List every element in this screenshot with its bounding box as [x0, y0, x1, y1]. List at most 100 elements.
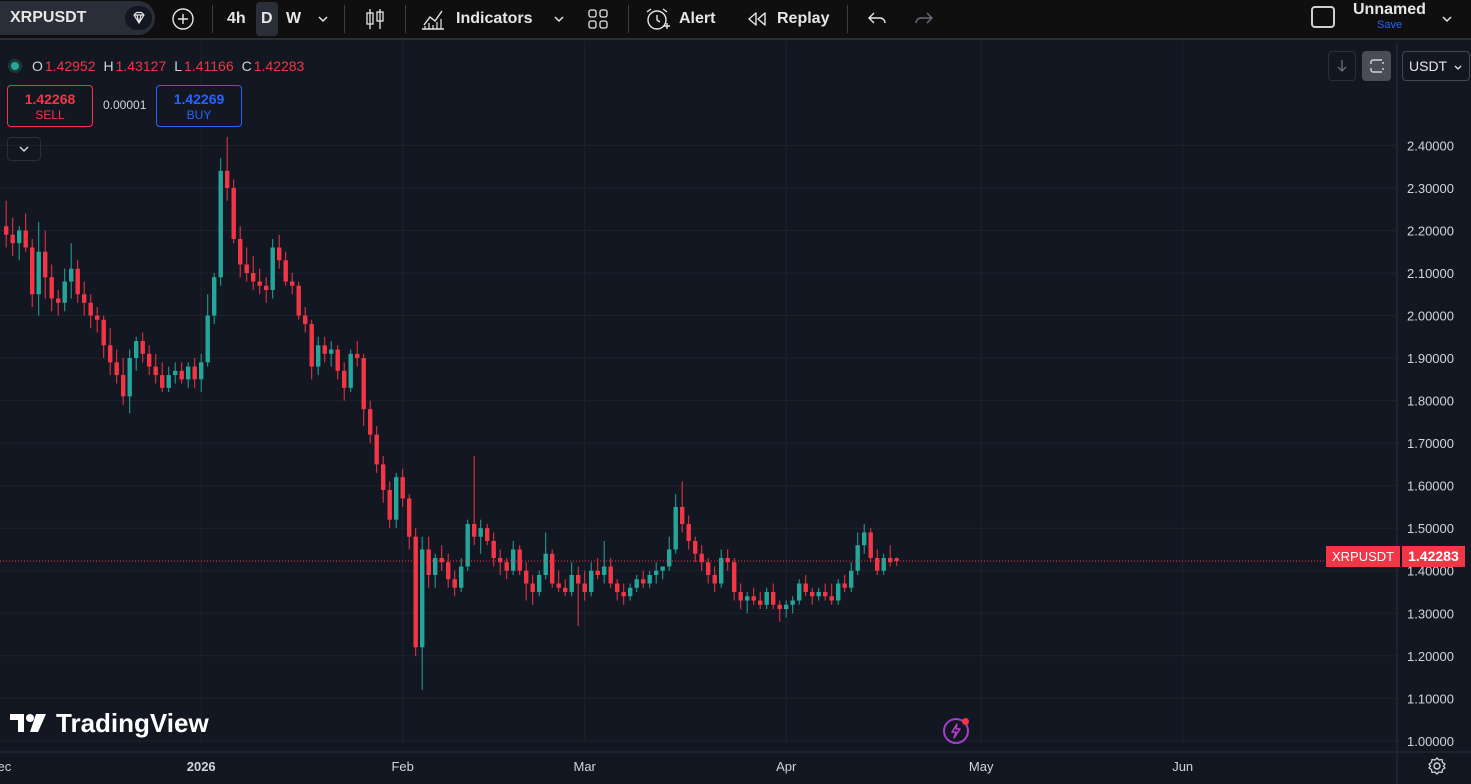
candle	[881, 553, 886, 575]
candle-body	[491, 540, 496, 558]
symbol-search-button[interactable]: XRPUSDT	[0, 1, 155, 35]
candle	[556, 570, 561, 593]
candle	[296, 281, 301, 320]
sell-button[interactable]: 1.42268 SELL	[7, 85, 93, 127]
candle-body	[335, 349, 340, 371]
candle-body	[186, 366, 191, 380]
candle-body	[485, 528, 490, 541]
candle	[621, 583, 626, 605]
candle-body	[699, 553, 704, 563]
candle-body	[218, 170, 223, 278]
redo-button[interactable]	[913, 0, 935, 38]
timeframe-4h[interactable]: 4h	[227, 10, 246, 27]
price-tick-label: 1.80000	[1407, 394, 1454, 409]
close-value: 1.42283	[253, 58, 305, 74]
candle-body	[30, 247, 35, 295]
candle-body	[251, 272, 256, 282]
lightning-icon[interactable]	[943, 718, 969, 744]
layout-checkbox[interactable]	[1311, 6, 1335, 28]
timeframe-w[interactable]: W	[286, 10, 302, 27]
price-tick-label: 1.30000	[1407, 606, 1454, 621]
candle-body	[550, 553, 555, 584]
layout-menu-dropdown[interactable]	[1441, 0, 1453, 38]
candle	[712, 566, 717, 593]
price-chart[interactable]: 2.40000 2.30000 2.20000 2.10000 2.00000 1.900…	[0, 42, 1471, 784]
high-value: 1.43127	[115, 58, 167, 74]
candle	[608, 557, 613, 588]
candle-body	[498, 557, 503, 563]
candle-body	[602, 566, 607, 575]
collapse-legend-button[interactable]	[7, 137, 41, 161]
timeframe-d[interactable]: D	[256, 2, 278, 36]
indicators-dropdown[interactable]	[553, 0, 565, 38]
candle	[537, 570, 542, 597]
tradingview-logo[interactable]: TradingView	[10, 707, 209, 739]
compare-symbol-button[interactable]	[171, 0, 195, 38]
candle-body	[855, 545, 860, 571]
sell-price: 1.42268	[24, 91, 76, 107]
candle-body	[381, 464, 386, 490]
candle	[316, 336, 321, 376]
candle	[582, 570, 587, 601]
candle-body	[621, 592, 626, 597]
download-button[interactable]	[1328, 51, 1356, 81]
candle	[641, 570, 646, 588]
candle-body	[667, 549, 672, 567]
indicators-button[interactable]: Indicators	[420, 0, 532, 38]
candle	[212, 272, 217, 325]
candle	[868, 528, 873, 563]
candle-body	[504, 562, 509, 571]
currency-value: USDT	[1409, 58, 1448, 74]
undo-button[interactable]	[866, 0, 888, 38]
price-axis[interactable]: 2.40000 2.30000 2.20000 2.10000 2.00000 1.900…	[1407, 138, 1454, 748]
sync-button[interactable]	[1362, 51, 1391, 81]
candle-body	[69, 268, 74, 282]
save-link[interactable]: Save	[1377, 19, 1403, 31]
currency-select[interactable]: USDT	[1402, 51, 1470, 81]
candle-body	[712, 574, 717, 584]
candle-body	[576, 574, 581, 584]
candle-body	[816, 592, 821, 597]
candle-body	[49, 277, 54, 299]
layout-name[interactable]: Unnamed	[1353, 1, 1426, 18]
candle	[88, 294, 93, 329]
candle	[784, 600, 789, 618]
candle	[660, 566, 665, 580]
buy-button[interactable]: 1.42269 BUY	[156, 85, 242, 127]
tradingview-logo-icon	[10, 714, 46, 732]
candle	[693, 536, 698, 563]
replay-button[interactable]: Replay	[746, 0, 829, 38]
market-status-icon[interactable]	[8, 59, 22, 73]
timeframe-dropdown[interactable]	[317, 0, 329, 38]
diamond-icon[interactable]	[125, 6, 152, 30]
alert-button[interactable]: Alert	[644, 0, 715, 38]
candle-body	[725, 557, 730, 563]
candle	[186, 362, 191, 388]
candle-body	[719, 557, 724, 584]
candle-body	[894, 558, 899, 562]
candle-body	[563, 587, 568, 593]
candle	[654, 562, 659, 584]
gear-icon[interactable]	[1427, 756, 1447, 776]
candle	[543, 532, 548, 580]
candle-body	[56, 298, 61, 303]
notification-dot	[962, 718, 969, 725]
spread-value: 0.00001	[103, 98, 147, 112]
layout-button[interactable]	[587, 0, 609, 38]
candle-body	[615, 583, 620, 593]
candle-body	[95, 315, 100, 320]
time-tick-label: Feb	[391, 759, 413, 774]
candle-body	[582, 583, 587, 593]
candle	[758, 592, 763, 610]
candle-body	[199, 362, 204, 380]
candle-body	[82, 294, 87, 303]
candle-body	[543, 553, 548, 575]
candle	[517, 545, 522, 575]
candle-body	[511, 549, 516, 571]
time-tick-label: Apr	[776, 759, 797, 774]
time-axis[interactable]: Dec 2026 Feb Mar Apr May Jun	[0, 759, 1193, 774]
chart-type-button[interactable]	[364, 0, 386, 38]
candle	[875, 549, 880, 575]
candle-body	[400, 477, 405, 499]
